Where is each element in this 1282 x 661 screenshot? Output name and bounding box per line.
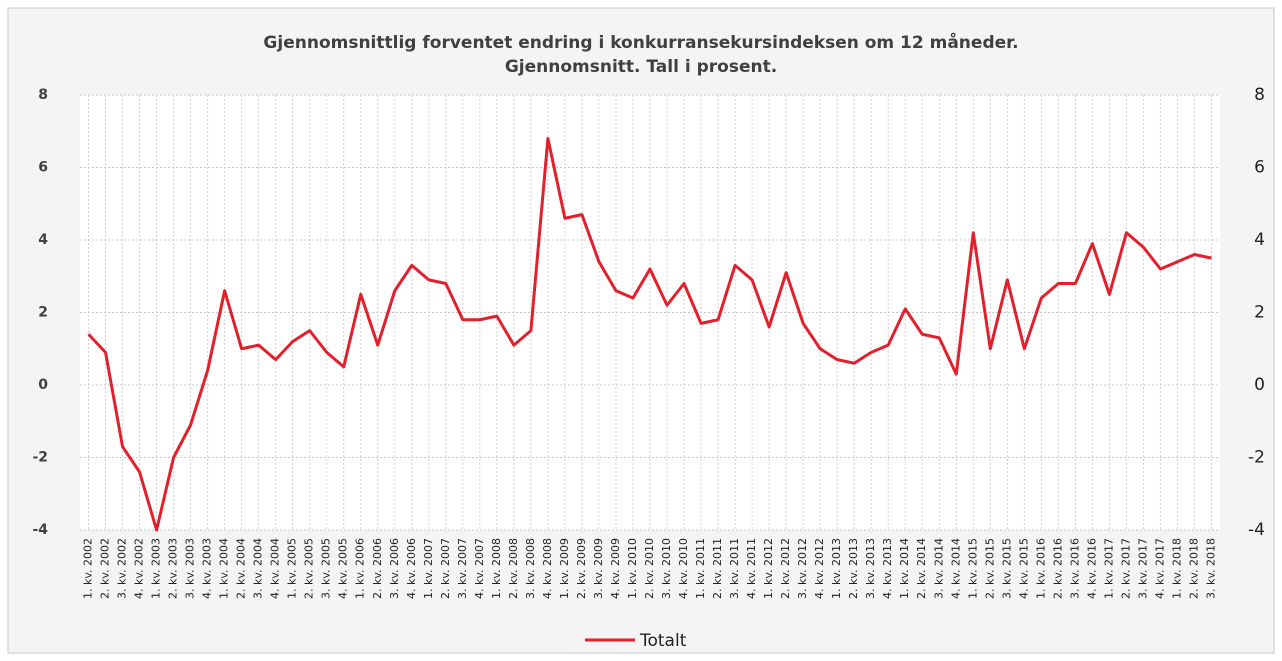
x-tick-label: 4. kv. 2005 (337, 538, 350, 599)
x-tick-label: 3. kv. 2002 (116, 538, 129, 599)
x-tick-label: 2. kv. 2005 (303, 538, 316, 599)
chart-title: Gjennomsnittlig forventet endring i konk… (263, 31, 1018, 53)
x-tick-label: 4. kv. 2006 (405, 538, 418, 599)
x-tick-label: 2. kv. 2002 (99, 538, 112, 599)
x-tick-label: 2. kv. 2008 (507, 538, 520, 599)
x-tick-label: 4. kv. 2007 (473, 538, 486, 599)
y-tick-label: 4 (38, 232, 48, 248)
x-tick-label: 3. kv. 2009 (592, 538, 605, 599)
x-tick-label: 2. kv. 2013 (847, 538, 860, 599)
y-tick-label: -4 (32, 522, 48, 538)
x-tick-label: 4. kv. 2012 (813, 538, 826, 599)
x-tick-label: 3. kv. 2006 (388, 538, 401, 599)
y-tick-label: 0 (38, 377, 48, 393)
x-tick-label: 3. kv. 2004 (252, 538, 265, 599)
x-tick-label: 1. kv. 2010 (626, 538, 639, 599)
x-tick-label: 1. kv. 2015 (966, 538, 979, 599)
x-tick-label: 3. kv. 2015 (1000, 538, 1013, 599)
x-tick-label: 4. kv. 2009 (609, 538, 622, 599)
y-tick-label: 2 (38, 305, 48, 321)
x-tick-label: 1. kv. 2018 (1170, 538, 1183, 599)
x-tick-label: 2. kv. 2017 (1119, 538, 1132, 599)
x-tick-label: 4. kv. 2002 (133, 538, 146, 599)
x-tick-label: 1. kv. 2009 (558, 538, 571, 599)
legend-label: Totalt (639, 631, 687, 651)
x-tick-label: 3. kv. 2013 (864, 538, 877, 599)
x-tick-label: 2. kv. 2014 (915, 538, 928, 599)
x-tick-label: 2. kv. 2015 (983, 538, 996, 599)
x-tick-label: 3. kv. 2010 (660, 538, 673, 599)
x-tick-label: 1. kv. 2016 (1034, 538, 1047, 599)
x-tick-label: 2. kv. 2003 (167, 538, 180, 599)
x-tick-label: 4. kv. 2015 (1017, 538, 1030, 599)
series-line (87, 137, 1212, 532)
x-tick-label: 3. kv. 2016 (1068, 538, 1081, 599)
x-tick-label: 2. kv. 2010 (643, 538, 656, 599)
x-tick-label: 4. kv. 2008 (541, 538, 554, 599)
y2-tick-label: 2 (1254, 303, 1265, 323)
x-tick-label: 4. kv. 2004 (269, 538, 282, 599)
x-tick-label: 2. kv. 2018 (1187, 538, 1200, 599)
x-tick-label: 3. kv. 2012 (796, 538, 809, 599)
y2-tick-label: 8 (1254, 85, 1265, 105)
y2-tick-label: 6 (1254, 158, 1265, 178)
x-tick-label: 1. kv. 2008 (490, 538, 503, 599)
x-tick-label: 1. kv. 2006 (354, 538, 367, 599)
x-tick-label: 4. kv. 2010 (677, 538, 690, 599)
x-tick-label: 1. kv. 2003 (150, 538, 163, 599)
chart-title: Gjennomsnitt. Tall i prosent. (505, 57, 777, 77)
x-tick-label: 1. kv. 2005 (286, 538, 299, 599)
x-tick-label: 1. kv. 2014 (898, 538, 911, 599)
x-tick-label: 2. kv. 2016 (1051, 538, 1064, 599)
x-tick-label: 2. kv. 2006 (371, 538, 384, 599)
x-tick-label: 4. kv. 2016 (1085, 538, 1098, 599)
x-tick-label: 2. kv. 2004 (235, 538, 248, 599)
y-tick-label: 6 (38, 160, 48, 176)
x-tick-label: 2. kv. 2007 (439, 538, 452, 599)
x-tick-label: 1. kv. 2017 (1102, 538, 1115, 599)
y2-tick-label: -4 (1248, 520, 1265, 540)
x-tick-label: 3. kv. 2017 (1136, 538, 1149, 599)
x-tick-label: 2. kv. 2011 (711, 538, 724, 599)
x-tick-label: 4. kv. 2017 (1153, 538, 1166, 599)
x-tick-label: 4. kv. 2003 (201, 538, 214, 599)
x-tick-label: 3. kv. 2007 (456, 538, 469, 599)
x-tick-label: 4. kv. 2014 (949, 538, 962, 599)
y-tick-label: -2 (32, 450, 48, 466)
x-tick-label: 1. kv. 2012 (762, 538, 775, 599)
y-tick-label: 8 (38, 87, 48, 103)
x-tick-label: 1. kv. 2011 (694, 538, 707, 599)
x-tick-label: 2. kv. 2009 (575, 538, 588, 599)
x-tick-label: 1. kv. 2002 (82, 538, 95, 599)
x-tick-label: 3. kv. 2008 (524, 538, 537, 599)
x-tick-label: 2. kv. 2012 (779, 538, 792, 599)
x-tick-label: 4. kv. 2013 (881, 538, 894, 599)
x-tick-label: 3. kv. 2011 (728, 538, 741, 599)
x-tick-label: 4. kv. 2011 (745, 538, 758, 599)
x-tick-label: 3. kv. 2014 (932, 538, 945, 599)
x-tick-label: 1. kv. 2004 (218, 538, 231, 599)
x-tick-label: 3. kv. 2018 (1204, 538, 1217, 599)
y2-tick-label: 0 (1254, 375, 1265, 395)
x-tick-label: 1. kv. 2007 (422, 538, 435, 599)
x-tick-label: 1. kv. 2013 (830, 538, 843, 599)
x-tick-label: 3. kv. 2005 (320, 538, 333, 599)
x-tick-label: 3. kv. 2003 (184, 538, 197, 599)
y2-tick-label: 4 (1254, 230, 1265, 250)
y2-tick-label: -2 (1248, 448, 1265, 468)
